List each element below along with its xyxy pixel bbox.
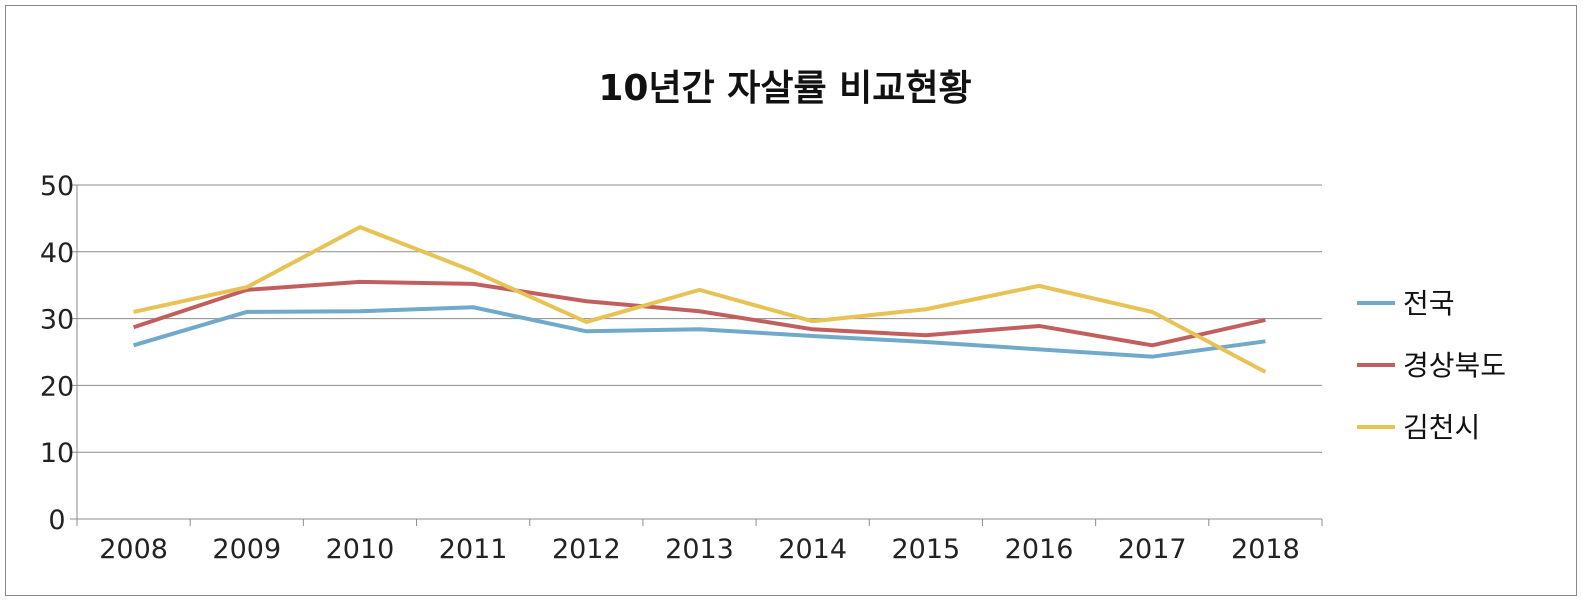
series-line-2 [133, 225, 1267, 374]
y-tick-label: 50 [40, 171, 74, 202]
x-tick-label: 2016 [1005, 534, 1074, 565]
x-tick-label: 2018 [1231, 534, 1300, 565]
y-tick-label: 10 [40, 438, 74, 469]
x-tick-label: 2008 [99, 534, 168, 565]
chart-frame [5, 5, 1577, 596]
x-tick-label: 2014 [778, 534, 847, 565]
x-tick-label: 2017 [1118, 534, 1187, 565]
y-tick-label: 40 [40, 238, 74, 269]
y-tick-label: 20 [40, 371, 74, 402]
legend-label: 경상북도 [1403, 349, 1506, 382]
legend-label: 전국 [1403, 287, 1455, 320]
x-tick-label: 2013 [665, 534, 734, 565]
x-tick-label: 2011 [439, 534, 508, 565]
x-tick-label: 2009 [212, 534, 281, 565]
legend-label: 김천시 [1403, 411, 1480, 444]
x-tick-label: 2015 [892, 534, 961, 565]
x-tick-label: 2010 [326, 534, 395, 565]
y-tick-label: 0 [48, 505, 65, 536]
chart-title: 10년간 자살률 비교현황 [598, 68, 971, 109]
series-line-0 [133, 305, 1266, 359]
y-tick-label: 30 [40, 305, 74, 336]
x-tick-label: 2012 [552, 534, 621, 565]
